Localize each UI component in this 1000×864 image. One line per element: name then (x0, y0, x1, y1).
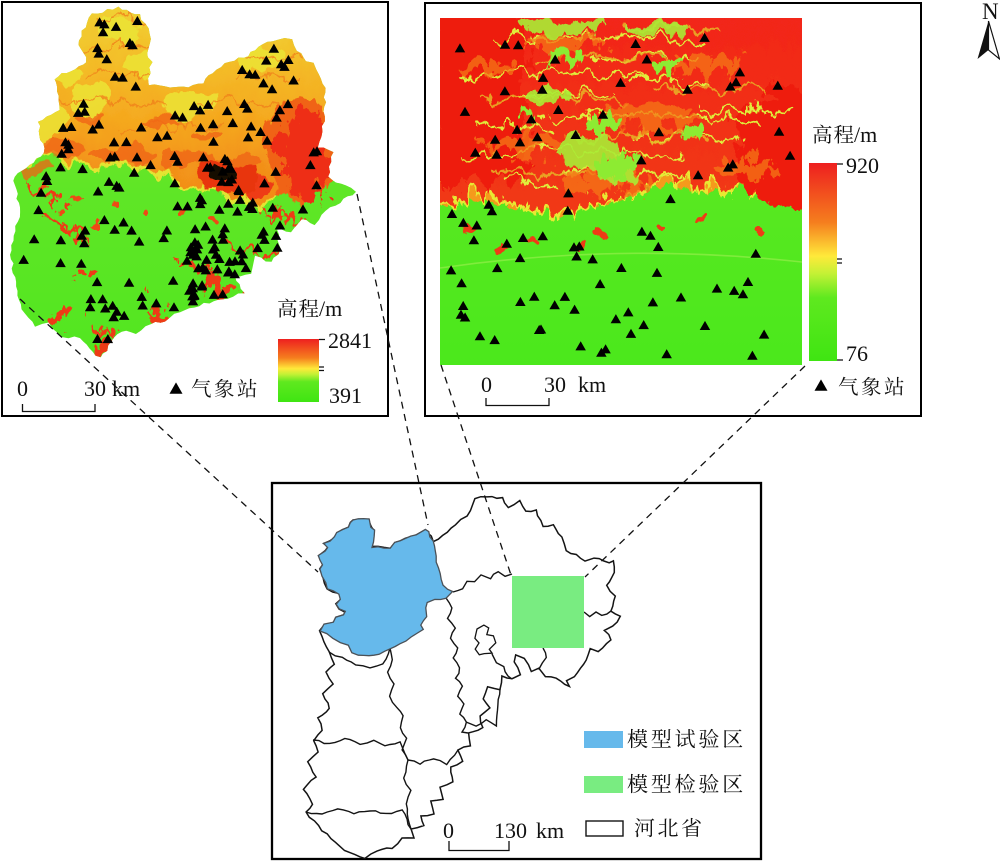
svg-text:130: 130 (494, 818, 527, 843)
svg-text:30: 30 (544, 372, 566, 397)
svg-text:0: 0 (17, 376, 28, 401)
svg-text:0: 0 (481, 372, 492, 397)
svg-text:391: 391 (329, 383, 362, 408)
svg-text:30: 30 (84, 376, 106, 401)
svg-text:km: km (578, 372, 606, 397)
svg-text:/m: /m (854, 122, 877, 147)
svg-text:0: 0 (443, 818, 454, 843)
svg-text:/m: /m (319, 296, 342, 321)
svg-text:2841: 2841 (328, 328, 372, 353)
svg-text:76: 76 (846, 341, 868, 366)
svg-text:N: N (982, 0, 999, 24)
svg-text:km: km (112, 376, 140, 401)
svg-text:km: km (536, 818, 564, 843)
svg-text:920: 920 (846, 153, 879, 178)
